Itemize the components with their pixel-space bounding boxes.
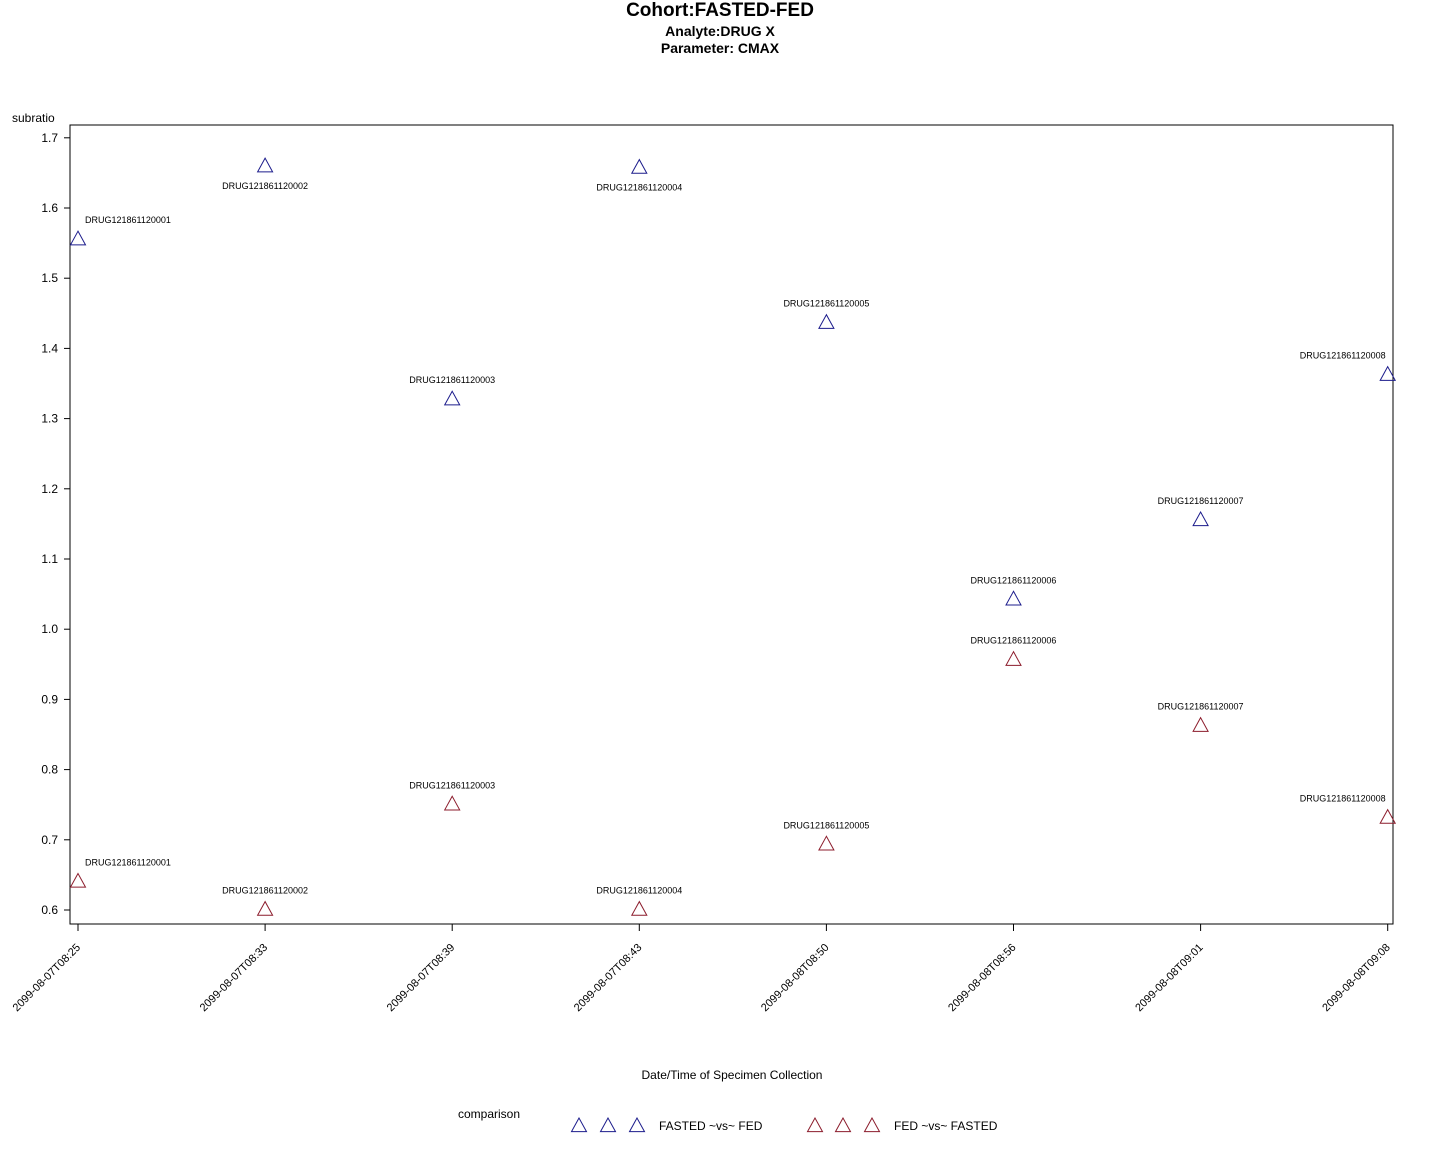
x-tick-label: 2099-08-08T09:01 xyxy=(1133,942,1205,1014)
data-point xyxy=(443,390,461,406)
x-tick-label: 2099-08-07T08:25 xyxy=(11,942,83,1014)
y-tick-label: 1.4 xyxy=(41,341,58,355)
x-tick-label: 2099-08-07T08:33 xyxy=(198,942,270,1014)
y-tick-label: 1.7 xyxy=(41,131,58,145)
point-label: DRUG121861120003 xyxy=(409,780,495,790)
data-point xyxy=(69,230,87,246)
point-label: DRUG121861120001 xyxy=(85,858,171,868)
y-tick-label: 1.1 xyxy=(41,552,58,566)
y-tick-label: 1.5 xyxy=(41,271,58,285)
point-label: DRUG121861120003 xyxy=(409,375,495,385)
data-point xyxy=(69,872,87,888)
legend-marker xyxy=(599,1116,617,1133)
x-tick-label: 2099-08-08T08:56 xyxy=(946,942,1018,1014)
x-tick-label: 2099-08-08T08:50 xyxy=(759,942,831,1014)
data-point xyxy=(1192,716,1209,732)
point-label: DRUG121861120007 xyxy=(1158,702,1244,712)
data-points: DRUG121861120001 DRUG121861120002 DRUG1218… xyxy=(69,157,1397,916)
data-point xyxy=(443,795,461,811)
data-point xyxy=(1379,808,1397,824)
data-point xyxy=(1005,590,1022,606)
data-point xyxy=(1379,365,1397,381)
x-axis-label: Date/Time of Specimen Collection xyxy=(642,1068,823,1082)
y-tick-label: 0.8 xyxy=(41,763,58,777)
legend-marker xyxy=(806,1116,824,1133)
point-label: DRUG121861120008 xyxy=(1300,794,1386,804)
y-tick-label: 0.7 xyxy=(41,833,58,847)
legend-title: comparison xyxy=(458,1107,520,1121)
data-point xyxy=(1005,650,1022,666)
data-point xyxy=(818,835,835,851)
x-axis: 2099-08-07T08:25 2099-08-07T08:33 2099-08-… xyxy=(11,924,1393,1014)
legend-label: FASTED ~vs~ FED xyxy=(659,1119,763,1133)
data-point xyxy=(256,157,274,173)
legend-marker xyxy=(628,1116,646,1133)
data-point xyxy=(256,900,274,916)
legend-marker xyxy=(834,1116,852,1133)
data-point xyxy=(630,158,648,174)
chart-subtitle-analyte: Analyte:DRUG X xyxy=(665,23,775,39)
plot-frame xyxy=(69,124,1394,925)
chart-subtitle-parameter: Parameter: CMAX xyxy=(660,40,780,56)
x-tick-label: 2099-08-07T08:43 xyxy=(572,942,644,1014)
y-tick-label: 1.0 xyxy=(41,622,58,636)
point-label: DRUG121861120006 xyxy=(971,575,1057,585)
data-point xyxy=(1192,510,1209,527)
y-tick-label: 0.9 xyxy=(41,692,58,706)
legend-label: FED ~vs~ FASTED xyxy=(894,1119,998,1133)
y-tick-label: 1.2 xyxy=(41,482,58,496)
legend-marker xyxy=(570,1116,588,1133)
x-tick-label: 2099-08-07T08:39 xyxy=(385,942,457,1014)
point-label: DRUG121861120008 xyxy=(1300,351,1386,361)
y-axis: 0.6 0.7 0.8 0.9 1.0 1.1 1.2 1.3 1.4 1.5 1.6 1.7 xyxy=(41,131,70,917)
legend-marker xyxy=(863,1116,881,1133)
y-tick-label: 0.6 xyxy=(41,903,58,917)
point-label: DRUG121861120005 xyxy=(783,299,869,309)
point-label: DRUG121861120006 xyxy=(971,636,1057,646)
point-label: DRUG121861120004 xyxy=(596,886,682,896)
y-tick-label: 1.3 xyxy=(41,412,58,426)
point-label: DRUG121861120001 xyxy=(85,215,171,225)
point-label: DRUG121861120007 xyxy=(1158,496,1244,506)
point-label: DRUG121861120004 xyxy=(596,183,682,193)
legend: FASTED ~vs~ FED FED ~vs~ FASTED xyxy=(570,1116,998,1133)
y-tick-label: 1.6 xyxy=(41,201,58,215)
point-label: DRUG121861120002 xyxy=(222,886,308,896)
data-point xyxy=(818,313,835,329)
point-label: DRUG121861120005 xyxy=(783,820,869,830)
x-tick-label: 2099-08-08T09:08 xyxy=(1320,942,1392,1014)
y-axis-label: subratio xyxy=(12,111,55,125)
data-point xyxy=(630,900,648,916)
point-label: DRUG121861120002 xyxy=(222,181,308,191)
chart-title: Cohort:FASTED-FED xyxy=(626,0,814,21)
